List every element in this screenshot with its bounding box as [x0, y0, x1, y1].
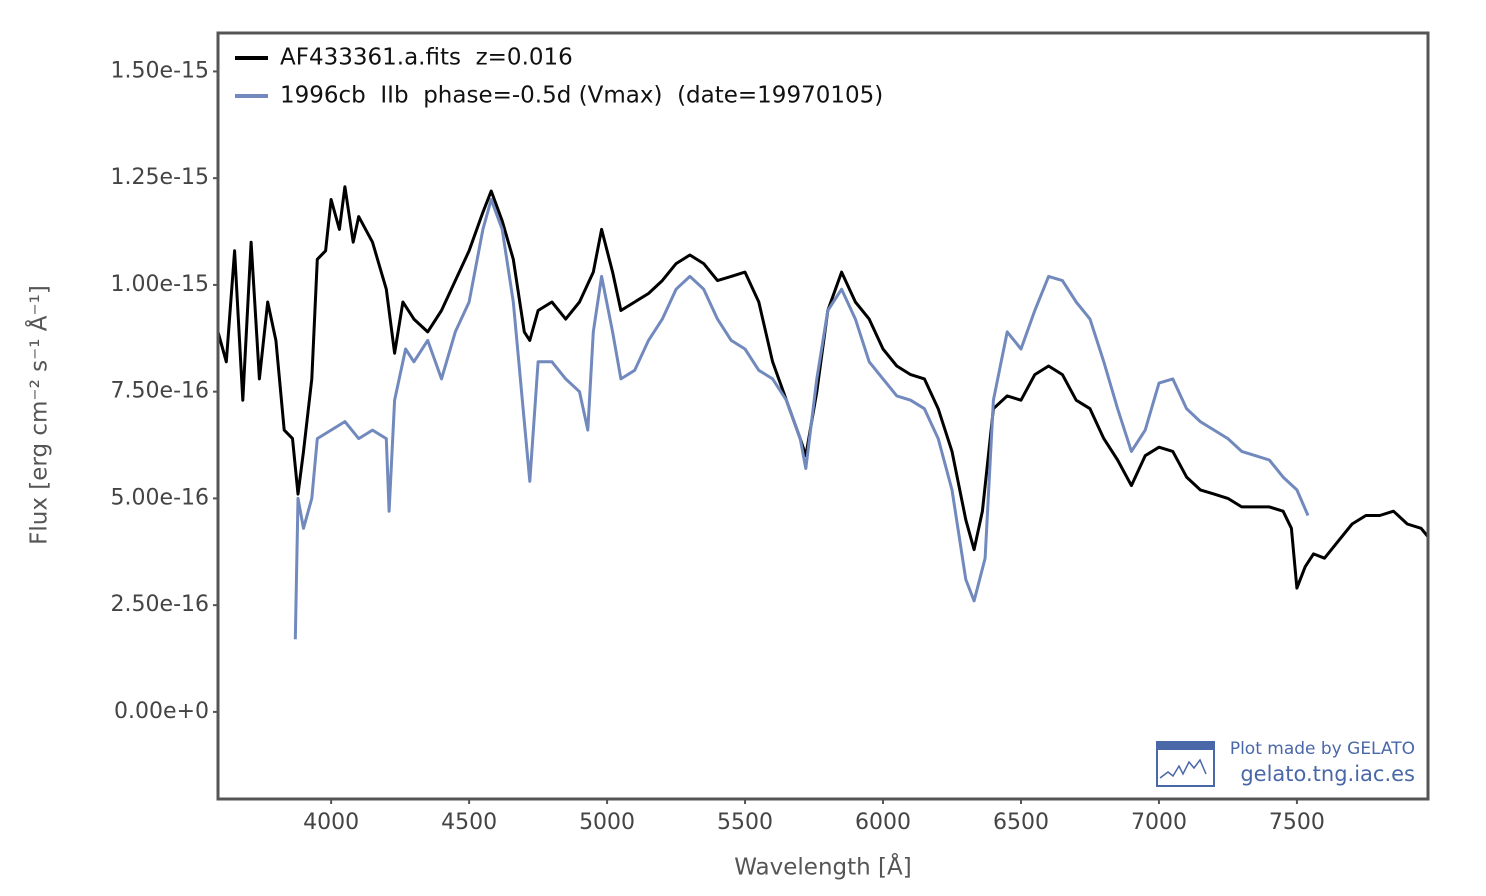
legend-label: 1996cb IIb phase=-0.5d (Vmax) (date=1997… [280, 83, 883, 109]
y-tick-label: 1.25e-15 [111, 165, 209, 190]
y-tick-label: 0.00e+0 [114, 699, 209, 724]
y-tick-label: 2.50e-16 [111, 592, 209, 617]
x-tick-label: 6500 [993, 810, 1049, 835]
spectrum-line [218, 185, 1428, 590]
legend-label: AF433361.a.fits z=0.016 [280, 45, 573, 71]
watermark-url: gelato.tng.iac.es [1240, 762, 1415, 786]
x-tick-label: 5500 [717, 810, 773, 835]
spectrum-line [293, 198, 1310, 640]
x-tick-label: 5000 [579, 810, 635, 835]
watermark-logo [1156, 741, 1215, 787]
x-tick-label: 4000 [303, 810, 359, 835]
x-tick-label: 7000 [1131, 810, 1187, 835]
x-tick-label: 6000 [855, 810, 911, 835]
y-tick-label: 7.50e-16 [111, 379, 209, 404]
watermark-text: Plot made by GELATO [1230, 739, 1415, 759]
y-tick-label: 1.00e-15 [111, 272, 209, 297]
x-tick-label: 4500 [441, 810, 497, 835]
plot-frame [216, 31, 1430, 801]
x-axis-label: Wavelength [Å] [734, 853, 911, 881]
y-tick-label: 5.00e-16 [111, 485, 209, 510]
y-axis-label: Flux [erg cm⁻² s⁻¹ Å⁻¹] [25, 285, 53, 545]
x-tick-label: 7500 [1269, 810, 1325, 835]
y-tick-label: 1.50e-15 [111, 58, 209, 83]
